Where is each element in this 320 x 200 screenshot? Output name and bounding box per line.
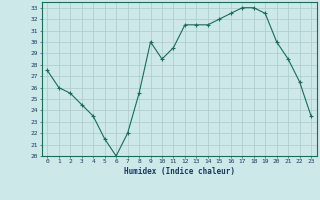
X-axis label: Humidex (Indice chaleur): Humidex (Indice chaleur) <box>124 167 235 176</box>
